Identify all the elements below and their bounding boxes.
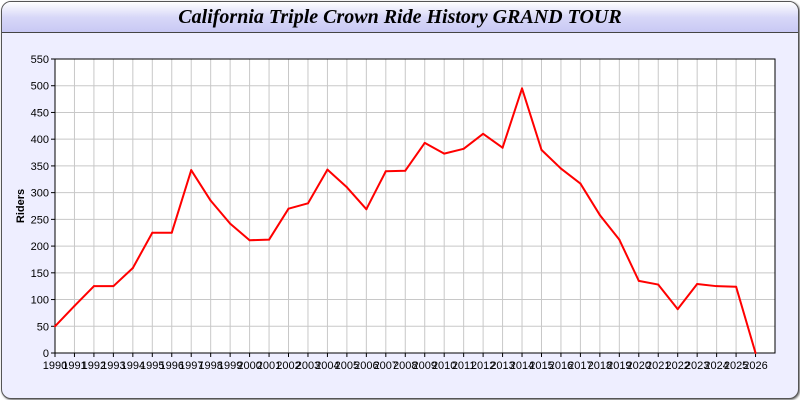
- data-point: [248, 239, 251, 242]
- x-tick-label: 1999: [218, 360, 242, 372]
- data-point: [521, 87, 524, 90]
- x-tick-label: 2024: [704, 360, 728, 372]
- chart-title: California Triple Crown Ride History GRA…: [178, 6, 622, 28]
- data-point: [345, 186, 348, 189]
- y-tick-label: 250: [31, 214, 49, 226]
- x-tick-label: 2001: [257, 360, 281, 372]
- x-tick-label: 1993: [101, 360, 125, 372]
- y-axis-label: Riders: [15, 189, 27, 223]
- y-tick-label: 100: [31, 295, 49, 307]
- data-point: [306, 202, 309, 205]
- x-tick-label: 2017: [568, 360, 592, 372]
- y-tick-label: 450: [31, 107, 49, 119]
- data-point: [559, 167, 562, 170]
- data-point: [735, 285, 738, 288]
- y-tick-label: 50: [37, 321, 49, 333]
- x-tick-label: 1994: [121, 360, 145, 372]
- data-point: [618, 238, 621, 241]
- y-tick-label: 400: [31, 134, 49, 146]
- data-point: [501, 146, 504, 149]
- x-tick-label: 2010: [432, 360, 456, 372]
- x-tick-label: 2006: [354, 360, 378, 372]
- data-point: [131, 267, 134, 270]
- x-tick-label: 1996: [160, 360, 184, 372]
- data-point: [715, 285, 718, 288]
- x-tick-label: 2000: [237, 360, 261, 372]
- y-tick-label: 0: [43, 348, 49, 360]
- plot-area: [55, 59, 775, 353]
- x-tick-label: 2011: [452, 360, 476, 372]
- data-point: [73, 304, 76, 307]
- data-point: [92, 285, 95, 288]
- data-point: [170, 231, 173, 234]
- x-tick-label: 2013: [490, 360, 514, 372]
- data-point: [443, 152, 446, 155]
- y-tick-label: 300: [31, 188, 49, 200]
- data-point: [112, 285, 115, 288]
- plot-border: [54, 58, 776, 354]
- y-tick-label: 500: [31, 81, 49, 93]
- x-tick-label: 1991: [62, 360, 86, 372]
- x-tick-label: 2009: [412, 360, 436, 372]
- x-tick-label: 2004: [315, 360, 339, 372]
- y-tick-label: 200: [31, 241, 49, 253]
- x-tick-label: 1998: [198, 360, 222, 372]
- x-tick-label: 1995: [140, 360, 164, 372]
- data-point: [637, 279, 640, 282]
- x-tick-label: 2023: [685, 360, 709, 372]
- data-point: [540, 148, 543, 151]
- x-tick-label: 2003: [296, 360, 320, 372]
- x-tick-label: 2002: [276, 360, 300, 372]
- x-tick-label: 2008: [393, 360, 417, 372]
- x-tick-label: 2020: [627, 360, 651, 372]
- data-point: [657, 283, 660, 286]
- x-tick-label: 2005: [335, 360, 359, 372]
- x-tick-label: 2014: [510, 360, 534, 372]
- data-point: [384, 170, 387, 173]
- data-point: [696, 283, 699, 286]
- data-point: [229, 222, 232, 225]
- x-tick-label: 2025: [724, 360, 748, 372]
- x-tick-label: 2022: [665, 360, 689, 372]
- data-point: [754, 352, 757, 354]
- x-tick-label: 1997: [179, 360, 203, 372]
- data-point: [287, 207, 290, 210]
- x-tick-label: 2019: [607, 360, 631, 372]
- data-point: [151, 231, 154, 234]
- y-tick-label: 150: [31, 268, 49, 280]
- data-point: [326, 168, 329, 171]
- x-tick-label: 2021: [646, 360, 670, 372]
- title-bar: California Triple Crown Ride History GRA…: [2, 2, 798, 33]
- data-point: [404, 169, 407, 172]
- data-point: [579, 182, 582, 185]
- y-tick-label: 550: [31, 54, 49, 66]
- x-tick-label: 2016: [549, 360, 573, 372]
- y-tick-label: 350: [31, 161, 49, 173]
- data-point: [423, 141, 426, 144]
- data-point: [190, 169, 193, 172]
- x-tick-label: 2007: [374, 360, 398, 372]
- data-point: [598, 214, 601, 217]
- x-tick-label: 2015: [529, 360, 553, 372]
- data-point: [54, 325, 56, 328]
- data-point: [268, 238, 271, 241]
- data-point: [365, 208, 368, 211]
- data-point: [462, 147, 465, 150]
- data-point: [676, 308, 679, 311]
- x-tick-label: 2026: [743, 360, 767, 372]
- x-tick-label: 2018: [588, 360, 612, 372]
- x-tick-label: 1992: [82, 360, 106, 372]
- x-tick-label: 1990: [43, 360, 67, 372]
- data-point: [209, 199, 212, 202]
- data-point: [482, 132, 485, 135]
- x-tick-label: 2012: [471, 360, 495, 372]
